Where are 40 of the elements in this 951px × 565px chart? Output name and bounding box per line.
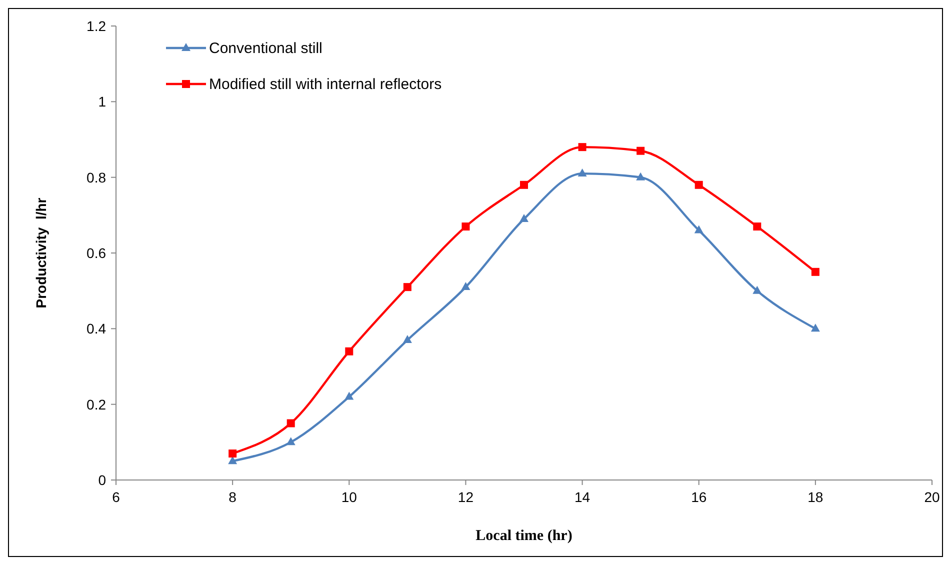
- point: [461, 282, 470, 290]
- x-tick-label: 16: [691, 489, 707, 505]
- point: [578, 168, 587, 177]
- point: [694, 180, 703, 189]
- point: [520, 214, 528, 222]
- point: [402, 335, 412, 344]
- point: [636, 172, 646, 180]
- y-axis-title: Productivity l/hr: [33, 197, 49, 308]
- x-tick-label: 14: [574, 489, 590, 505]
- x-axis-title: Local time (hr): [476, 528, 572, 544]
- point: [286, 437, 296, 446]
- y-tick-label: 0.8: [86, 169, 106, 186]
- point: [520, 180, 528, 189]
- x-tick-label: 18: [808, 489, 824, 505]
- x-tick-label: 8: [228, 489, 237, 505]
- x-tick-label: 10: [341, 489, 358, 505]
- x-tick-label: 20: [924, 489, 940, 505]
- point: [810, 324, 820, 332]
- point: [462, 222, 470, 231]
- legend-label: Conventional still: [209, 40, 322, 57]
- point: [578, 143, 586, 152]
- legend-label: Modified still with internal reflectors: [209, 76, 442, 93]
- x-tick-label: 12: [458, 489, 474, 505]
- point: [752, 286, 762, 294]
- point: [403, 283, 412, 292]
- point: [344, 392, 354, 400]
- y-tick-label: 0: [98, 472, 106, 488]
- point: [636, 146, 645, 155]
- y-tick-label: 0.4: [86, 320, 106, 337]
- y-tick-label: 1: [98, 94, 106, 110]
- point: [228, 450, 237, 458]
- point: [286, 419, 295, 428]
- point: [345, 347, 354, 356]
- x-tick-label: 6: [112, 489, 120, 505]
- y-tick-label: 0.2: [86, 396, 106, 412]
- y-tick-label: 1.2: [86, 18, 106, 34]
- point: [811, 268, 820, 276]
- point: [753, 222, 762, 231]
- point: [694, 225, 704, 234]
- y-tick-label: 0.6: [86, 245, 106, 261]
